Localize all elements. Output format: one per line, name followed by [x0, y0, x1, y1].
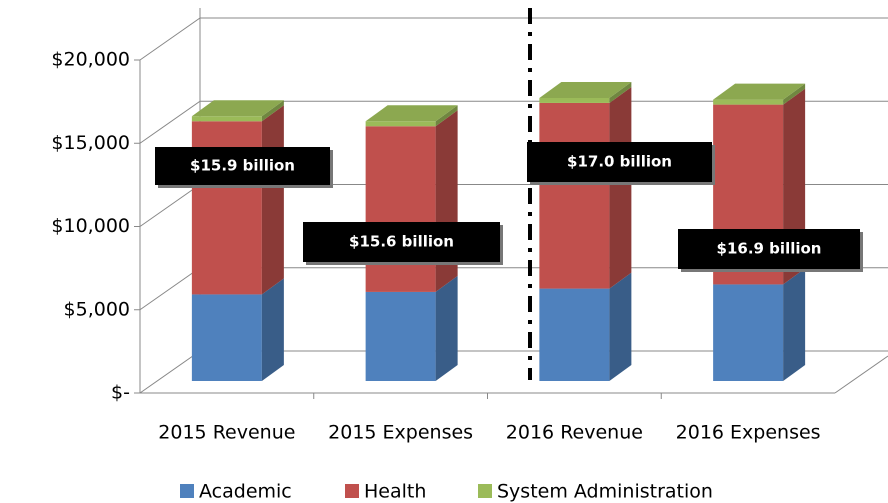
y-tick-label: $15,000	[51, 132, 130, 154]
y-tick-label: $20,000	[51, 49, 130, 71]
bar-side	[783, 268, 806, 381]
bar-segment	[539, 272, 632, 381]
bar-side	[435, 105, 458, 127]
bar-side	[609, 86, 632, 289]
bar-front	[713, 284, 784, 381]
bar-top	[191, 100, 284, 117]
y-tick-label: $5,000	[64, 298, 130, 320]
bar-side	[783, 83, 806, 105]
bar-segment	[539, 86, 632, 289]
annotation: $16.9 billion	[717, 240, 822, 258]
legend-label: Health	[364, 481, 426, 503]
bar-segment	[713, 83, 806, 105]
bar-segment	[191, 100, 284, 122]
bar-front	[365, 121, 436, 127]
bar-side	[435, 275, 458, 381]
y-tick-label: $10,000	[51, 215, 130, 237]
grid-line	[139, 17, 888, 61]
grid-line	[139, 100, 888, 144]
bar-segment	[365, 275, 458, 381]
bar-front	[365, 291, 436, 381]
bar-front	[191, 294, 262, 381]
bar-segment	[365, 105, 458, 127]
bar-side	[609, 272, 632, 381]
bar-top	[365, 105, 458, 122]
annotation: $17.0 billion	[567, 153, 672, 171]
bar-side	[261, 100, 284, 122]
annotation-box	[155, 147, 330, 185]
x-tick-label: 2016 Expenses	[676, 422, 821, 444]
bar-segment	[539, 81, 632, 103]
bar-side	[261, 105, 284, 295]
x-tick-label: 2015 Expenses	[328, 422, 473, 444]
annotation-box	[678, 229, 860, 269]
bar-side	[261, 278, 284, 381]
y-tick-label: $-	[111, 382, 130, 404]
annotation: $15.6 billion	[349, 233, 454, 251]
bar-segment	[713, 268, 806, 381]
bar-side	[609, 81, 632, 103]
bar-segment	[191, 278, 284, 381]
bar-front	[191, 116, 262, 122]
bar-front	[539, 97, 610, 103]
bar-segment	[191, 105, 284, 295]
bar-top	[539, 81, 632, 98]
bar-front	[713, 99, 784, 105]
legend-label: Academic	[199, 481, 292, 503]
bar-front	[539, 102, 610, 289]
floor-edge	[834, 355, 888, 394]
x-tick-label: 2016 Revenue	[506, 422, 643, 444]
bar-top	[713, 83, 806, 100]
bar-front	[365, 126, 436, 292]
annotation-box	[527, 142, 712, 182]
annotation-box	[303, 222, 500, 262]
legend-swatch	[345, 484, 359, 498]
x-tick-label: 2015 Revenue	[158, 422, 295, 444]
legend-label: System Administration	[497, 481, 713, 503]
legend-swatch	[180, 484, 194, 498]
legend-swatch	[478, 484, 492, 498]
bar-front	[539, 288, 610, 381]
annotation: $15.9 billion	[190, 157, 295, 175]
